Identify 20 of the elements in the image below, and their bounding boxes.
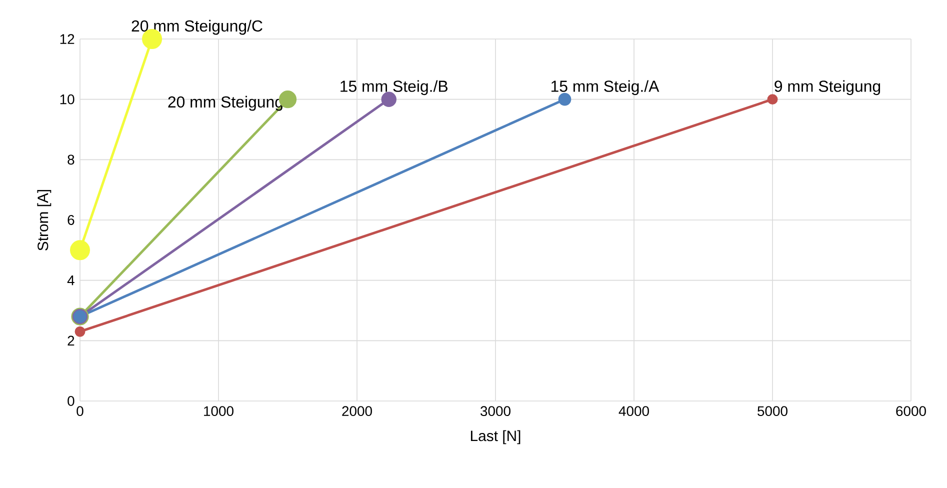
x-tick-label: 2000 [342,406,372,416]
y-tick-label: 10 [60,94,74,104]
series-label: 15 mm Steig./A [551,80,660,96]
x-tick-label: 4000 [618,406,649,416]
x-tick-label: 0 [76,406,84,416]
y-tick-label: 8 [68,154,74,165]
y-tick-label: 12 [60,34,74,44]
y-axis-title: Strom [A] [37,190,52,250]
x-tick-label: 5000 [758,406,788,416]
x-tick-label: 3000 [480,406,510,416]
x-tick-label: 6000 [896,406,926,416]
series-label: 20 mm Steigung/C [132,20,262,35]
y-tick-label: 6 [68,215,74,225]
series-label: 9 mm Steigung [774,80,880,96]
x-tick-label: 1000 [204,406,234,416]
y-tick-label: 0 [68,396,74,406]
y-tick-label: 4 [67,276,74,286]
y-tick-label: 2 [68,336,74,346]
x-axis-title: Last [N] [470,430,520,444]
series-label: 15 mm Steig./B [340,80,448,96]
